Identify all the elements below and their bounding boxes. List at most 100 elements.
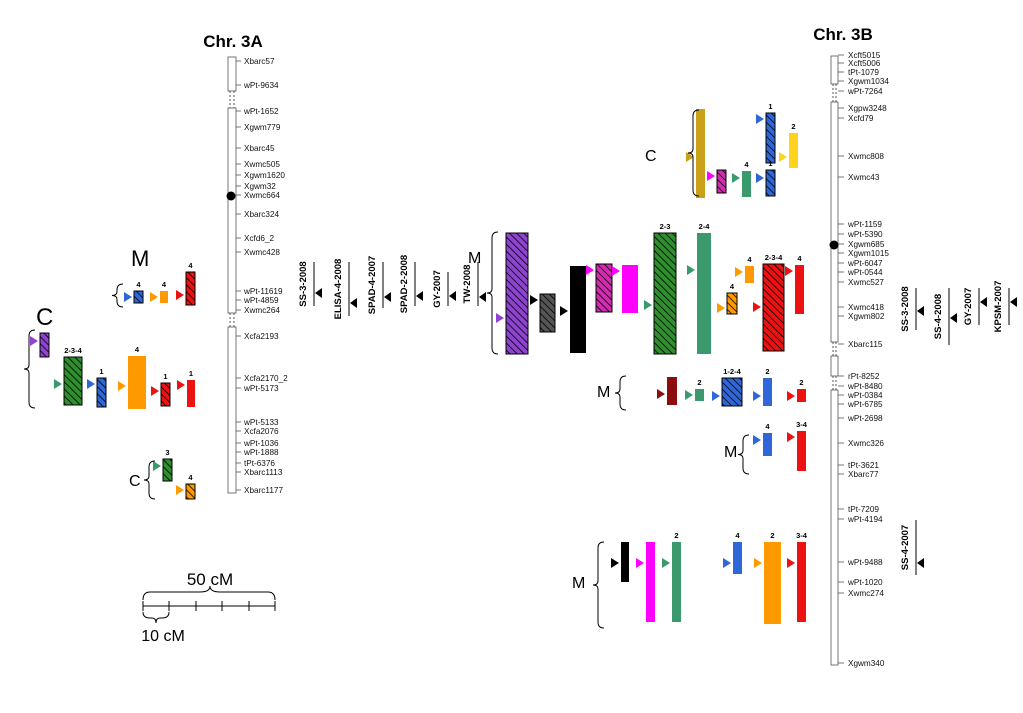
bar-label: 4 <box>744 160 749 169</box>
bar-arrow <box>712 391 720 401</box>
centromere-3a <box>226 191 236 201</box>
bar-arrow <box>560 306 568 316</box>
qtl-arrow <box>917 306 924 316</box>
qtl-label: KPSM-2007 <box>993 281 1004 333</box>
qtl-arrow <box>917 558 924 568</box>
bar-label: 4 <box>730 282 735 291</box>
qtl-label: GY-2007 <box>963 288 974 326</box>
bar-arrow <box>662 558 670 568</box>
bar-arrow <box>586 265 594 275</box>
qtl-bar: 3-4 <box>787 420 808 471</box>
marker-3b-label: wPt-0384 <box>847 391 883 400</box>
bar-label: 1 <box>189 369 193 378</box>
bar-label: 1 <box>99 367 103 376</box>
qtl-bar: 4 <box>723 531 742 574</box>
bar-arrow <box>176 290 184 300</box>
marker-3a-label: wPt-1036 <box>243 439 279 448</box>
scale-50-label: 50 cM <box>187 570 233 589</box>
qtl-bar: 3-4 <box>787 531 808 622</box>
marker-3b-label: wPt-7264 <box>847 87 883 96</box>
marker-3b-label: Xwmc418 <box>848 303 884 312</box>
bar-label: 2-3-4 <box>765 253 783 262</box>
marker-3b-label: Xcft5006 <box>848 59 881 68</box>
bar-arrow <box>611 558 619 568</box>
marker-3b-label: wPt-6047 <box>847 259 883 268</box>
bar-arrow <box>732 173 740 183</box>
bar-arrow <box>687 265 695 275</box>
bar-arrow <box>717 303 725 313</box>
bar-arrow <box>177 380 185 390</box>
group-letter: C <box>129 473 141 490</box>
bar-label: 2 <box>765 367 769 376</box>
qtl-bar <box>686 109 705 198</box>
qtl-label: GY-2007 <box>432 270 443 308</box>
bar-label: 4 <box>162 280 167 289</box>
centromere-3b <box>829 240 839 250</box>
bar-label: 4 <box>188 261 193 270</box>
bar-label: 3-4 <box>796 531 808 540</box>
qtl-label: ELISA-4-2008 <box>333 259 344 320</box>
marker-3b-label: Xgwm802 <box>848 312 885 321</box>
bar-arrow <box>787 432 795 442</box>
bar-label: 4 <box>747 255 752 264</box>
bar-arrow <box>87 379 95 389</box>
marker-3b-label: Xgwm1015 <box>848 249 889 258</box>
bar-label: 4 <box>188 473 193 482</box>
bar-arrow <box>756 173 764 183</box>
bar-arrow <box>124 292 132 302</box>
qtl-3a: SS-3-2008 ELISA-4-2008 SPAD-4-2007 SPAD-2-2… <box>298 255 486 320</box>
bar-label: 1 <box>163 372 167 381</box>
bar-arrow <box>685 390 693 400</box>
marker-3a-label: Xbarc324 <box>244 210 279 219</box>
marker-3b-label: Xcft5015 <box>848 51 881 60</box>
qtl-bar: 2-4 <box>687 222 711 354</box>
bar-arrow <box>150 292 158 302</box>
bar-arrow <box>54 379 62 389</box>
qtl-arrow <box>950 313 957 323</box>
qtl-bar: 4 <box>176 473 196 500</box>
qtl-bar <box>636 542 655 622</box>
qtl-arrow <box>315 288 322 298</box>
bar-arrow <box>686 152 694 162</box>
marker-3b-label: tPt-3621 <box>848 461 879 470</box>
bar-arrow <box>636 558 644 568</box>
qtl-bar: 4 <box>717 282 738 315</box>
bar-label: 4 <box>797 254 802 263</box>
qtl-arrow <box>980 297 987 307</box>
qtl-label: TW-2008 <box>462 265 473 304</box>
qtl-bar: 4 <box>753 422 772 456</box>
marker-3b-label: wPt-8480 <box>847 382 883 391</box>
marker-3b-label: wPt-1020 <box>847 578 883 587</box>
scale-bar: 50 cM 10 cM <box>141 570 276 645</box>
marker-3a-label: Xcfa2170_2 <box>244 374 288 383</box>
bar-arrow <box>30 336 38 346</box>
bar-arrow <box>176 485 184 495</box>
bar-arrow <box>723 558 731 568</box>
qtl-arrow <box>479 292 486 302</box>
marker-3b-label: Xwmc274 <box>848 589 884 598</box>
group-letter: M <box>724 444 737 461</box>
qtl-bar: 4 <box>732 160 751 197</box>
marker-3a-label: Xcfd6_2 <box>244 234 274 243</box>
bar-arrow <box>735 267 743 277</box>
qtl-bar: 1 <box>87 367 107 408</box>
qtl-3b: SS-3-2008 SS-4-2008 GY-2007 KPSM-2007 SS-4-2… <box>900 281 1017 575</box>
qtl-label: SS-4-2007 <box>900 525 911 570</box>
marker-3a-label: Xcfa2193 <box>244 332 279 341</box>
bar-label: 2 <box>799 378 803 387</box>
qtl-arrow <box>350 298 357 308</box>
marker-3a-label: wPt-9634 <box>243 81 279 90</box>
marker-3b-label: wPt-6785 <box>847 400 883 409</box>
qtl-bar: 3 <box>153 448 173 482</box>
bar-arrow <box>754 558 762 568</box>
marker-3a-label: Xwmc264 <box>244 306 280 315</box>
bar-label: 2 <box>791 122 795 131</box>
bar-label: 3-4 <box>796 420 808 429</box>
qtl-bar: 2-3 <box>644 222 677 355</box>
qtl-label: SS-3-2008 <box>900 286 911 331</box>
qtl-arrow <box>1010 297 1017 307</box>
marker-3a-label: wPt-11619 <box>243 287 283 296</box>
bar-arrow <box>753 391 761 401</box>
qtl-bar: 2 <box>662 531 681 622</box>
marker-3b-label: tPt-1079 <box>848 68 879 77</box>
